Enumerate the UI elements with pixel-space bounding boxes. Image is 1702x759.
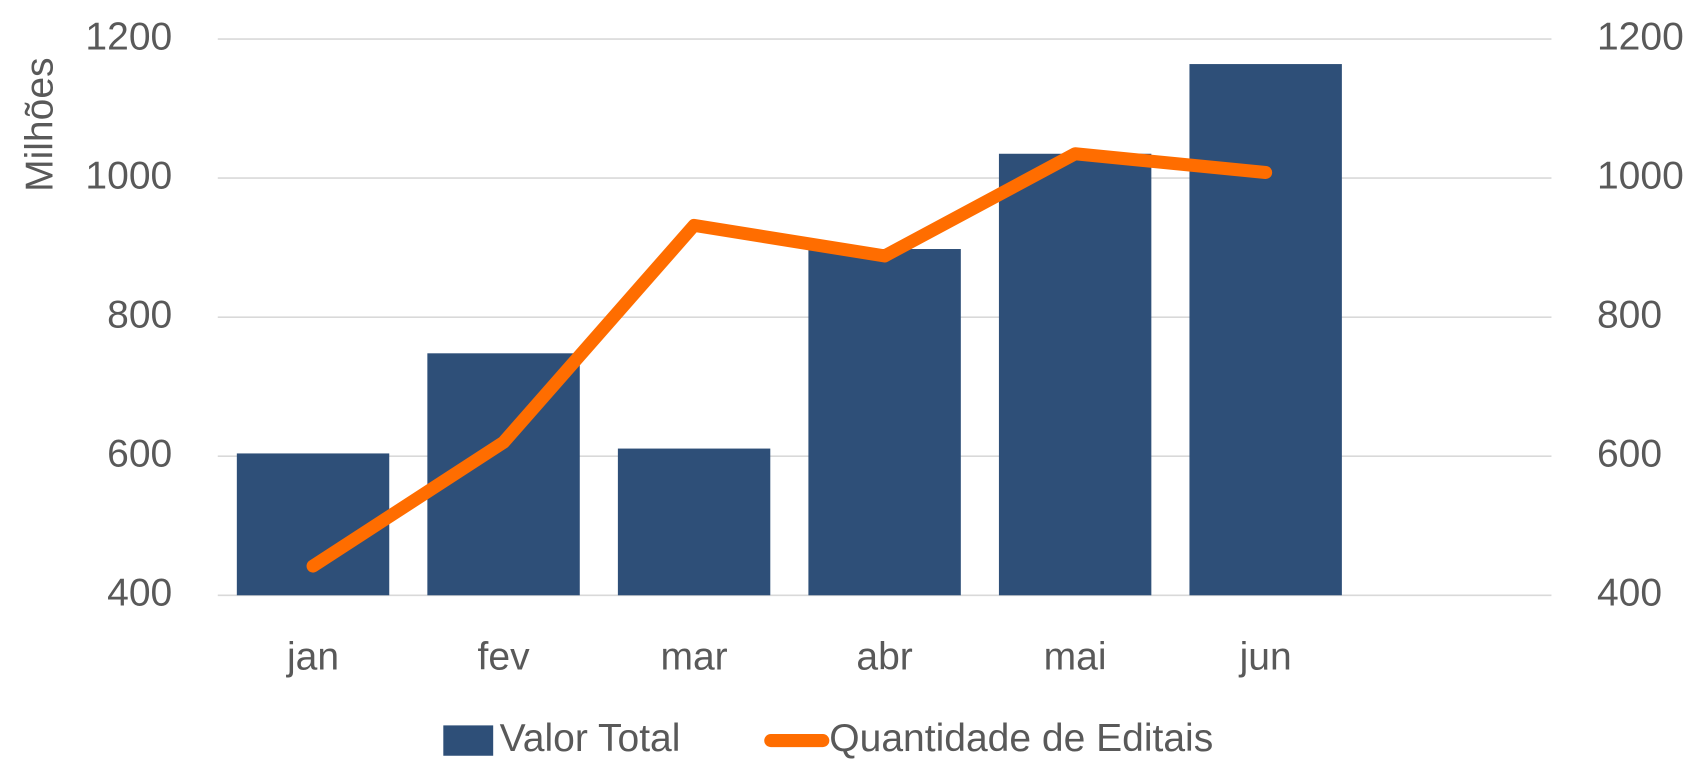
y2-tick-label: 600 [1597,433,1662,476]
y2-tick-label: 800 [1597,293,1662,336]
legend-label: Quantidade de Editais [829,717,1213,759]
x-tick-label: fev [478,636,531,679]
y-axis-label: Milhões [18,57,61,191]
y-tick-label: 800 [107,293,172,336]
y-tick-label: 400 [107,572,172,615]
y-tick-label: 1200 [85,15,172,58]
legend-swatch [443,725,494,756]
y2-tick-label: 400 [1597,572,1662,615]
bar [998,153,1152,596]
bar [1189,64,1342,596]
x-tick-label: jun [1239,636,1292,679]
bar [617,448,771,596]
legend-label: Valor Total [500,717,681,759]
x-tick-label: abr [856,636,912,679]
line [306,147,1273,573]
y-tick-label: 1000 [85,154,172,197]
y2-tick-label: 1000 [1597,154,1684,197]
x-tick-label: jan [286,636,339,679]
x-tick-label: mar [660,636,727,679]
y2-tick-label: 1200 [1597,15,1684,58]
bar [808,249,961,596]
x-tick-label: mai [1044,636,1107,679]
y-tick-label: 600 [107,433,172,476]
